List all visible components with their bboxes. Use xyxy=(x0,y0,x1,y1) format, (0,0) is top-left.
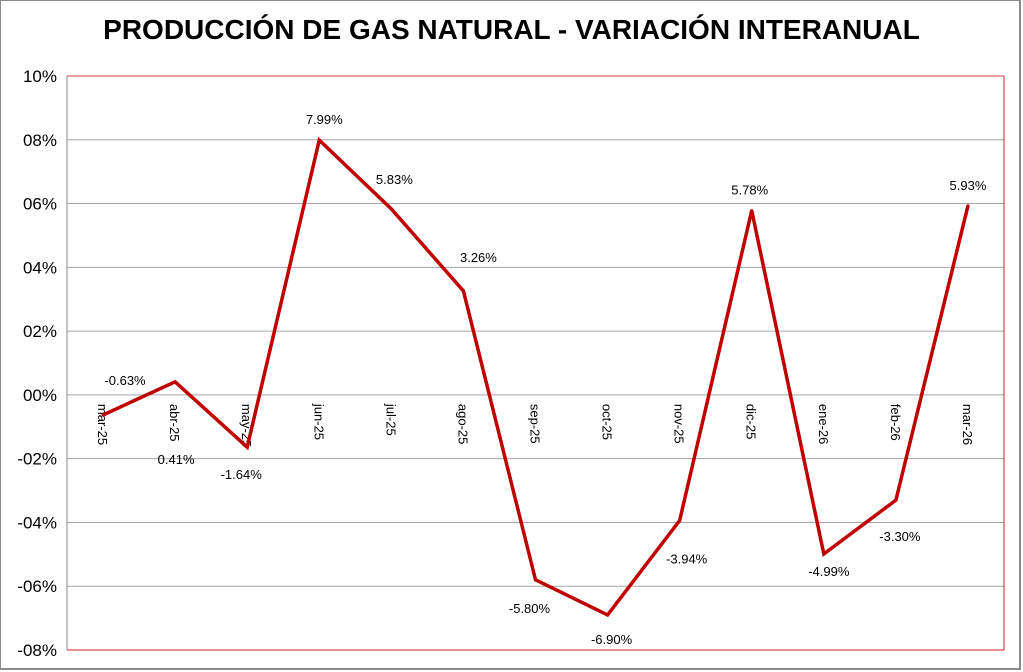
data-point xyxy=(534,578,537,582)
data-point xyxy=(678,519,682,523)
data-point xyxy=(101,413,105,417)
x-tick-label: feb-26 xyxy=(888,404,903,441)
x-tick-label: ago-25 xyxy=(455,404,470,444)
data-label: -4.99% xyxy=(808,564,850,579)
y-tick-label: 10% xyxy=(23,67,57,86)
data-label: 5.83% xyxy=(376,172,413,187)
data-label: 5.78% xyxy=(731,183,768,198)
y-tick-label: -08% xyxy=(17,641,57,660)
data-label: -3.30% xyxy=(879,529,921,544)
x-tick-label: jul-25 xyxy=(383,403,398,436)
y-tick-label: -04% xyxy=(17,513,57,532)
data-point xyxy=(317,138,321,142)
data-label: 5.93% xyxy=(950,178,987,193)
data-point xyxy=(606,613,610,617)
series-line xyxy=(102,136,970,618)
y-tick-label: 02% xyxy=(23,322,57,341)
y-tick-label: 08% xyxy=(23,131,57,150)
x-tick-label: oct-25 xyxy=(600,404,615,440)
y-tick-label: -02% xyxy=(17,450,57,469)
y-tick-label: 06% xyxy=(23,195,57,214)
x-tick-label: abr-25 xyxy=(167,404,182,442)
data-point xyxy=(894,498,898,502)
data-label: 3.26% xyxy=(460,250,497,265)
y-tick-label: -06% xyxy=(17,577,57,596)
x-tick-label: mar-25 xyxy=(95,404,110,445)
data-point xyxy=(389,207,393,211)
data-label: 0.41% xyxy=(158,452,195,467)
data-label: -0.63% xyxy=(104,373,146,388)
data-point xyxy=(822,552,826,556)
x-tick-label: ene-26 xyxy=(816,404,831,444)
chart-title: PRODUCCIÓN DE GAS NATURAL - VARIACIÓN IN… xyxy=(103,14,920,45)
x-tick-label: nov-25 xyxy=(672,404,687,444)
x-tick-label: jun-25 xyxy=(311,403,326,440)
data-point xyxy=(461,289,465,293)
x-tick-label: dic-25 xyxy=(744,404,759,439)
x-tick-label: mar-26 xyxy=(960,404,975,445)
data-point xyxy=(966,204,970,208)
data-label: -3.94% xyxy=(666,552,708,567)
data-label: 7.99% xyxy=(306,112,343,127)
data-label: -5.80% xyxy=(509,601,551,616)
data-point xyxy=(750,209,754,213)
data-point xyxy=(245,445,249,449)
y-tick-label: 00% xyxy=(23,386,57,405)
data-label: -6.90% xyxy=(591,632,633,647)
data-point xyxy=(173,380,177,384)
x-tick-label: sep-25 xyxy=(528,404,543,444)
y-tick-label: 04% xyxy=(23,258,57,277)
data-label: -1.64% xyxy=(221,467,263,482)
